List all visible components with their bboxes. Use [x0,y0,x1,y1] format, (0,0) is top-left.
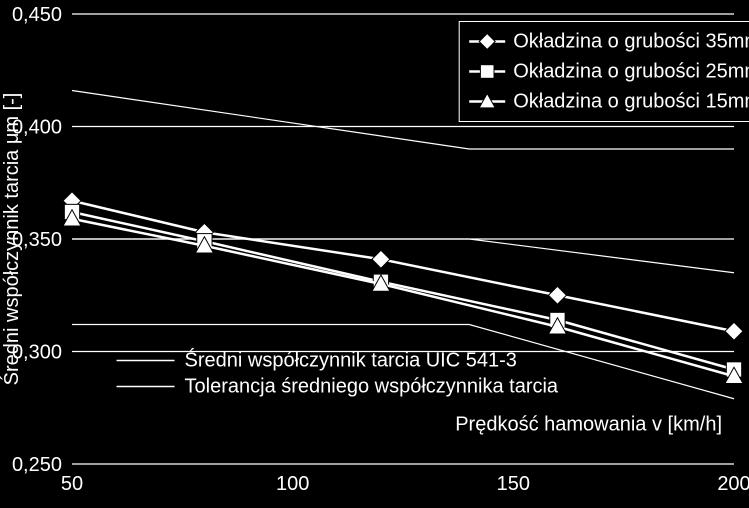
annotation-label: Średni współczynnik tarcia UIC 541-3 [185,348,517,372]
y-axis-label: Średni współczynnik tarcia μm [-] [0,93,23,386]
y-tick-label: 0,450 [12,4,62,26]
chart-root: 0,250 0,300 0,350 0,400 0,450 50 100 150… [0,0,749,508]
x-tick-label: 200 [717,473,749,495]
x-tick-label: 100 [276,473,309,495]
x-tick-label: 150 [497,473,530,495]
x-axis-label: Prędkość hamowania v [km/h] [455,413,722,435]
legend-series: Okładzina o grubości 35mm Okładzina o gr… [459,22,749,122]
x-tick-label: 50 [61,473,83,495]
annotation-label: Tolerancja średniego współczynnika tarci… [185,376,559,398]
y-tick-label: 0,250 [12,454,62,476]
legend-label: Okładzina o grubości 15mm [513,91,749,113]
legend-label: Okładzina o grubości 35mm [513,31,749,53]
legend-label: Okładzina o grubości 25mm [513,61,749,83]
